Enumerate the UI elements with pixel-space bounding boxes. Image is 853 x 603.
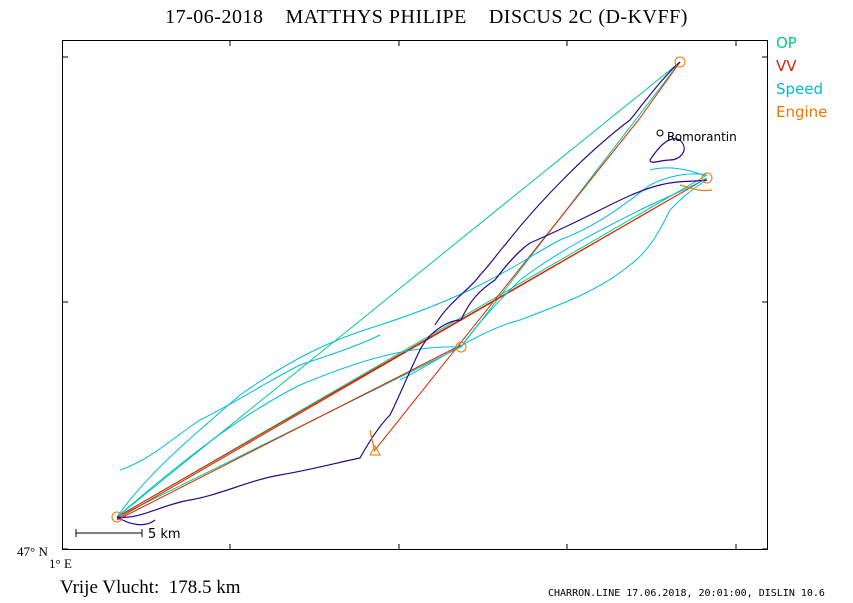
footer-credit: CHARRON.LINE 17.06.2018, 20:01:00, DISLI… <box>548 588 825 599</box>
vv-leg-1 <box>116 177 708 520</box>
longitude-label: 1° E <box>49 556 72 571</box>
axis-ticks <box>62 40 768 550</box>
turnpoints <box>111 56 713 523</box>
track-segment <box>434 61 681 326</box>
track-segment <box>116 179 708 518</box>
scale-bar <box>75 529 143 537</box>
track-segment <box>649 138 685 163</box>
flight-track <box>116 61 708 526</box>
speed-segment <box>399 179 708 381</box>
vv-leg-3 <box>374 61 681 451</box>
op-triangle <box>116 61 681 518</box>
turnpoint-marker <box>455 341 467 353</box>
turnpoint-marker <box>701 172 713 184</box>
track-segment <box>116 516 156 526</box>
engine-segment <box>679 184 713 192</box>
map-title: 17-06-2018 MATTHYS PHILIPE DISCUS 2C (D-… <box>165 6 688 28</box>
legend-engine: Engine <box>776 103 828 121</box>
place-marker <box>656 129 664 137</box>
speed-segment <box>119 334 381 471</box>
legend-vv: VV <box>776 57 797 75</box>
turnpoint-marker <box>674 56 686 68</box>
speed-segment <box>116 346 462 518</box>
op-task-lines <box>116 61 708 518</box>
speed-segment <box>649 167 706 177</box>
speed-track <box>116 167 708 518</box>
map-frame <box>62 40 768 550</box>
legend-op: OP <box>776 34 797 52</box>
distance-summary: Vrije Vlucht: 178.5 km <box>60 577 241 598</box>
landing-marker <box>369 444 381 456</box>
engine-segment <box>369 429 376 453</box>
speed-segment <box>116 173 708 518</box>
speed-segment <box>460 177 708 348</box>
place-label-romorantin: Romorantin <box>667 130 737 144</box>
legend-speed: Speed <box>776 80 824 98</box>
vv-task-lines <box>116 61 708 521</box>
start-point-marker <box>111 511 123 523</box>
vv-leg-2 <box>116 344 462 521</box>
latitude-label: 47° N <box>17 544 48 559</box>
engine-segments <box>369 184 713 453</box>
scale-label: 5 km <box>148 527 181 542</box>
